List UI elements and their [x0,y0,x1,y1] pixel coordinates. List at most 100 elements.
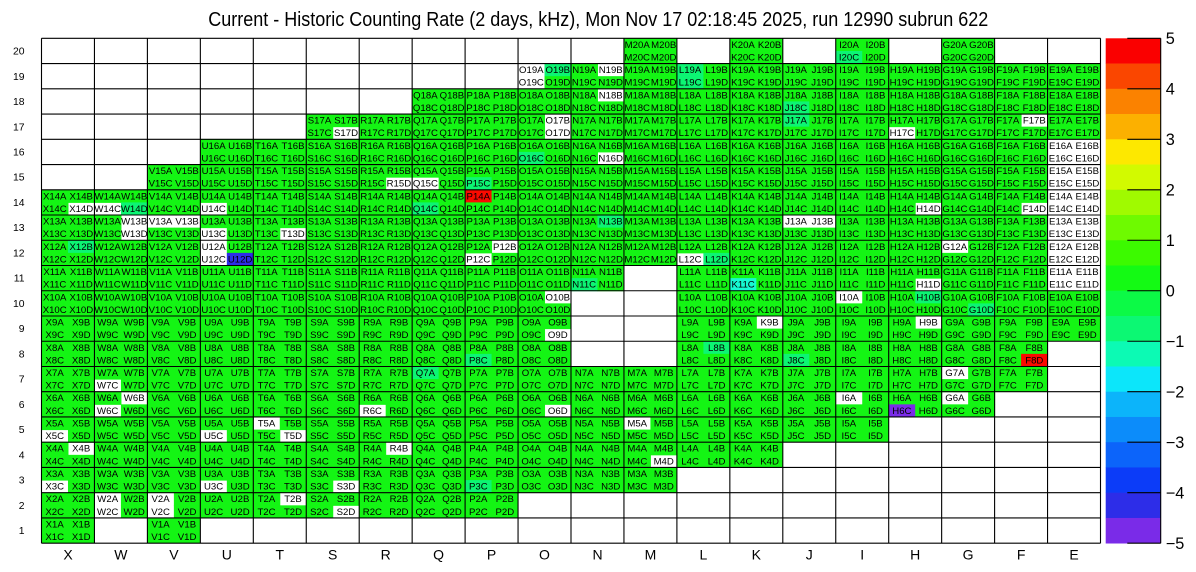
svg-text:Q8D: Q8D [442,355,462,366]
svg-text:H8D: H8D [919,355,938,366]
svg-text:L13B: L13B [705,217,727,228]
svg-text:−2: −2 [1166,383,1185,401]
svg-text:U15D: U15D [228,179,253,190]
svg-text:F15A: F15A [996,166,1020,177]
svg-text:J18A: J18A [785,90,807,101]
svg-text:F14D: F14D [1023,204,1047,215]
svg-text:N15C: N15C [572,179,597,190]
svg-text:O15B: O15B [546,166,571,177]
svg-text:P14D: P14D [493,204,517,215]
svg-text:U6C: U6C [204,406,223,417]
svg-text:H16B: H16B [916,141,940,152]
svg-text:N7C: N7C [575,381,594,392]
svg-text:L13A: L13A [679,217,702,228]
svg-text:I16D: I16D [865,153,885,164]
svg-text:Q14B: Q14B [440,191,465,202]
svg-text:U5D: U5D [230,431,249,442]
svg-text:O6C: O6C [521,406,541,417]
svg-text:R13C: R13C [360,229,385,240]
svg-text:H10B: H10B [916,292,940,303]
svg-text:F7C: F7C [999,381,1017,392]
svg-text:T10C: T10C [255,305,279,316]
svg-text:N4A: N4A [575,444,594,455]
svg-text:J10D: J10D [811,305,833,316]
svg-text:X9C: X9C [45,330,64,341]
svg-text:S13A: S13A [308,217,332,228]
svg-text:S8C: S8C [310,355,329,366]
svg-text:R3B: R3B [390,469,409,480]
svg-text:M15B: M15B [651,166,676,177]
svg-text:T12B: T12B [282,242,305,253]
svg-text:P7B: P7B [496,368,514,379]
svg-text:N18C: N18C [572,103,597,114]
svg-text:P2C: P2C [469,507,488,518]
svg-text:O3C: O3C [521,482,541,493]
svg-text:F7D: F7D [1025,381,1043,392]
svg-text:F8A: F8A [999,343,1017,354]
svg-text:F18A: F18A [996,90,1020,101]
svg-text:J16A: J16A [785,141,807,152]
svg-text:K13C: K13C [731,229,755,240]
svg-text:I18C: I18C [839,103,859,114]
svg-text:S3B: S3B [337,469,355,480]
svg-text:P8B: P8B [496,343,514,354]
svg-text:T4A: T4A [258,444,276,455]
svg-text:K13A: K13A [731,217,755,228]
svg-text:O4B: O4B [548,444,567,455]
svg-text:20: 20 [13,47,25,58]
svg-text:I20A: I20A [839,40,859,51]
svg-text:S5D: S5D [337,431,356,442]
svg-text:E18D: E18D [1075,103,1099,114]
svg-text:S9D: S9D [337,330,356,341]
svg-text:V10A: V10A [149,292,173,303]
svg-text:7: 7 [19,375,25,386]
svg-text:4: 4 [1166,80,1175,98]
svg-text:K7D: K7D [760,381,779,392]
svg-text:K9C: K9C [734,330,753,341]
svg-text:M4D: M4D [654,456,674,467]
svg-text:J18D: J18D [811,103,833,114]
svg-text:J10B: J10B [812,292,834,303]
svg-text:Q3D: Q3D [442,482,462,493]
svg-text:R10A: R10A [360,292,385,303]
svg-text:X7C: X7C [45,381,64,392]
svg-text:U16B: U16B [228,141,252,152]
svg-text:R16A: R16A [360,141,385,152]
svg-text:R3D: R3D [389,482,408,493]
svg-text:X8B: X8B [72,343,90,354]
svg-text:G9A: G9A [945,318,965,329]
svg-text:W9B: W9B [124,318,145,329]
svg-text:K5C: K5C [734,431,753,442]
svg-text:U6A: U6A [204,393,223,404]
svg-text:I18A: I18A [839,90,859,101]
svg-text:W11D: W11D [121,280,147,291]
svg-text:K4C: K4C [734,456,753,467]
svg-text:F10A: F10A [996,292,1020,303]
svg-text:S11C: S11C [308,280,331,291]
svg-text:O9C: O9C [521,330,541,341]
svg-text:O13A: O13A [519,217,544,228]
svg-text:H6A: H6A [893,393,912,404]
svg-text:L9D: L9D [708,330,726,341]
svg-text:V15C: V15C [149,179,173,190]
svg-text:G20B: G20B [969,40,994,51]
svg-text:T4B: T4B [284,444,302,455]
svg-text:P10A: P10A [467,292,491,303]
svg-text:X1A: X1A [46,520,65,531]
svg-text:R5C: R5C [363,431,382,442]
svg-text:R15A: R15A [360,166,385,177]
svg-text:G19A: G19A [943,65,968,76]
svg-text:W8A: W8A [97,343,118,354]
svg-text:N12D: N12D [598,254,623,265]
svg-text:P14C: P14C [466,204,490,215]
svg-text:U10B: U10B [228,292,252,303]
svg-text:U13D: U13D [228,229,253,240]
svg-text:L8A: L8A [682,343,700,354]
svg-text:P16D: P16D [493,153,517,164]
svg-text:N6A: N6A [575,393,594,404]
svg-text:I9C: I9C [842,330,857,341]
svg-text:I6C: I6C [842,406,857,417]
svg-text:U7C: U7C [204,381,223,392]
svg-text:E12B: E12B [1076,242,1099,253]
svg-text:Q14A: Q14A [413,191,438,202]
